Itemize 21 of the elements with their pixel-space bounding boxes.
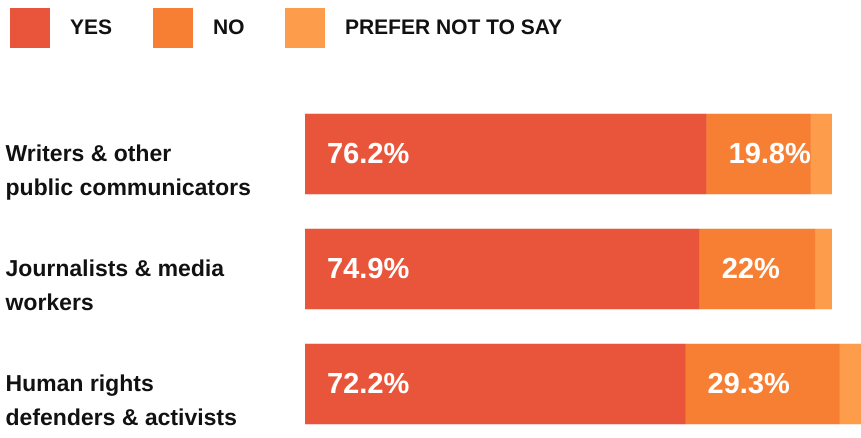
y-tick-label: Writers & other public communicators (6, 140, 251, 200)
bar (305, 114, 707, 194)
data-label: 29.3% (708, 368, 790, 400)
legend-label: PREFER NOT TO SAY (345, 16, 562, 39)
bar (305, 344, 686, 424)
data-label: 72.2% (327, 368, 410, 400)
data-label: 74.9% (327, 253, 410, 285)
data-label: 76.2% (327, 138, 410, 170)
bar (686, 344, 840, 424)
bar (700, 228, 816, 310)
bar (305, 228, 700, 310)
bar (816, 228, 832, 310)
bar (840, 344, 861, 424)
bar (810, 114, 832, 194)
y-tick-label: Journalists & media workers (4, 255, 224, 315)
data-label: 19.8% (728, 138, 812, 170)
bar (706, 114, 811, 194)
data-label: 22% (722, 253, 780, 285)
legend-label: NO (213, 16, 244, 39)
legend-label: YES (70, 16, 112, 39)
y-tick-label: Human rights defenders & activists (6, 370, 237, 430)
